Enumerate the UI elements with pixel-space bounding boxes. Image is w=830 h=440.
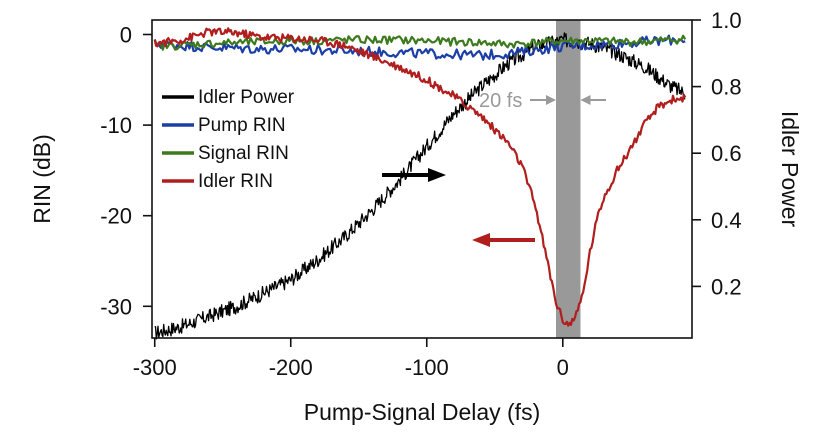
x-tick-label: -200 — [269, 355, 313, 380]
series-line-signal-rin — [154, 34, 687, 51]
series-layer — [153, 27, 687, 340]
legend-label: Signal RIN — [198, 143, 289, 164]
y-right-tick-label: 0.8 — [711, 75, 742, 100]
y-axis-left-title: RIN (dB) — [29, 134, 55, 223]
idler-power-axis-arrow-head — [428, 168, 446, 182]
annotation-arrow-right-head — [580, 95, 591, 105]
shaded-region — [555, 20, 581, 338]
y-left-tick-label: 0 — [120, 22, 132, 47]
y-left-tick-label: -20 — [100, 204, 132, 229]
series-line-idler-rin — [153, 27, 687, 327]
series-line-pump-rin — [153, 34, 686, 61]
y-left-tick-label: -10 — [100, 113, 132, 138]
legend: Idler Power Pump RIN Signal RIN Idler RIN — [162, 87, 295, 192]
legend-label: Idler RIN — [198, 171, 273, 192]
y-right-tick-label: 1.0 — [711, 8, 742, 33]
x-axis-title: Pump-Signal Delay (fs) — [304, 399, 540, 425]
x-tick-label: -300 — [133, 355, 177, 380]
legend-label: Pump RIN — [198, 115, 286, 136]
y-axis-right-title: Idler Power — [777, 111, 803, 228]
ticks-layer: -300 -200 -100 0 0 -10 -20 -30 1.0 0.8 0.6 0.4 0.2 — [100, 8, 741, 380]
x-tick-label: 0 — [557, 355, 569, 380]
y-left-tick-label: -30 — [100, 294, 132, 319]
shade-layer — [555, 20, 581, 338]
plot-frame — [151, 19, 693, 339]
y-right-tick-label: 0.6 — [711, 141, 742, 166]
legend-label: Idler Power — [198, 87, 295, 108]
y-right-tick-label: 0.4 — [711, 208, 742, 233]
annotation-20fs: 20 fs — [479, 90, 522, 112]
x-tick-label: -100 — [405, 355, 449, 380]
idler-rin-axis-arrow-head — [472, 233, 490, 247]
arrows-layer — [382, 95, 606, 247]
annotation-arrow-left-head — [545, 95, 556, 105]
y-right-tick-label: 0.2 — [711, 274, 742, 299]
